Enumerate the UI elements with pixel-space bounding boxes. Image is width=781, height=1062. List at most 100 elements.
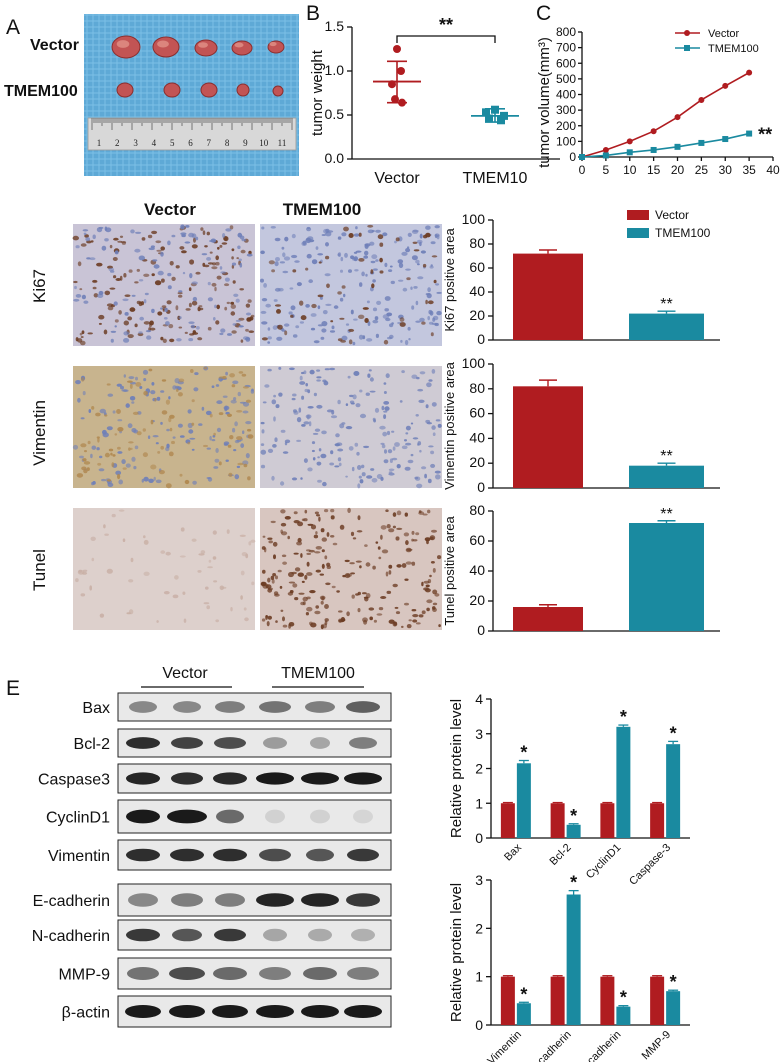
ihc-nucleus (201, 406, 205, 411)
ihc-nucleus (362, 592, 367, 595)
ihc-nucleus (317, 324, 324, 327)
ihc-nucleus (374, 316, 379, 321)
ihc-nucleus (241, 373, 247, 377)
ihc-nucleus (305, 267, 309, 271)
ihc-nucleus (326, 283, 330, 289)
bar (616, 726, 631, 838)
ihc-nucleus (72, 235, 80, 241)
ihc-nucleus (240, 443, 245, 448)
ihc-nucleus (97, 462, 102, 466)
ihc-nucleus (325, 242, 329, 247)
ruler-number: 7 (207, 138, 212, 148)
ihc-nucleus (215, 261, 220, 266)
ihc-nucleus (104, 452, 110, 458)
ihc-nucleus (425, 419, 431, 424)
ihc-nucleus (385, 571, 389, 577)
ihc-nucleus (431, 402, 437, 407)
ihc-nucleus (385, 509, 389, 512)
ihc-nucleus (338, 610, 343, 613)
ihc-nucleus (156, 396, 161, 401)
sig-annotation: ** (758, 125, 772, 145)
ihc-nucleus (237, 462, 244, 466)
ihc-nucleus (383, 382, 387, 385)
blot-row-4: Vimentin (48, 839, 392, 871)
ihc-nucleus (247, 299, 252, 303)
ihc-nucleus (230, 301, 235, 305)
ihc-nucleus (425, 293, 431, 296)
ihc-nucleus (401, 563, 407, 568)
ihc-nucleus (434, 470, 441, 474)
ihc-nucleus (374, 407, 380, 413)
ihc-nucleus (320, 336, 325, 340)
ihc-nucleus (357, 608, 361, 613)
ihc-nucleus (184, 331, 188, 334)
ihc-nucleus (221, 586, 227, 589)
ihc-nucleus (134, 445, 139, 450)
ihc-nucleus (101, 245, 107, 251)
ihc-nucleus (147, 234, 153, 239)
ihc-nucleus (381, 444, 386, 449)
ihc-nucleus (272, 444, 277, 448)
sig-annotation: * (670, 723, 677, 743)
ihc-nucleus (388, 564, 393, 569)
ihc-nucleus (87, 332, 93, 335)
ihc-nucleus (241, 238, 247, 242)
blot-label: Bax (82, 700, 110, 717)
ihc-nucleus (143, 391, 148, 396)
ihc-nucleus (419, 449, 422, 453)
ihc-nucleus (220, 271, 226, 274)
ihc-nucleus (315, 569, 321, 573)
ihc-nucleus (274, 261, 279, 267)
ihc-row-ki67: Ki67 (30, 269, 49, 303)
ihc-nucleus (280, 509, 286, 514)
ihc-nucleus (436, 291, 442, 294)
ihc-nucleus (337, 291, 342, 295)
ihc-nucleus (430, 463, 436, 468)
ihc-nucleus (363, 445, 370, 449)
ihc-nucleus (279, 585, 283, 589)
x-tick-label: 25 (695, 163, 709, 177)
ihc-nucleus (154, 398, 157, 402)
ihc-nucleus (376, 300, 382, 305)
ihc-nucleus (333, 305, 339, 309)
sig-bracket (396, 35, 496, 43)
blot-band (301, 893, 339, 907)
ihc-nucleus (281, 531, 288, 536)
ihc-nucleus (422, 513, 428, 516)
ihc-nucleus (260, 421, 265, 425)
ihc-nucleus (168, 451, 174, 457)
blot-label: Caspase3 (38, 772, 110, 789)
ihc-nucleus (225, 228, 232, 232)
ihc-nucleus (358, 232, 362, 237)
ihc-nucleus (81, 294, 86, 300)
ihc-nucleus (276, 336, 283, 341)
ihc-nucleus (324, 273, 331, 277)
ihc-nucleus (350, 572, 355, 575)
ihc-nucleus (213, 432, 216, 436)
blot-band (169, 966, 205, 981)
blot-band (126, 848, 160, 862)
ihc-nucleus (123, 331, 129, 336)
ihc-nucleus (394, 240, 397, 244)
ihc-nucleus (434, 234, 438, 239)
ihc-nucleus (139, 386, 143, 389)
ihc-nucleus (113, 301, 118, 306)
ihc-nucleus (270, 520, 276, 524)
ihc-nucleus (413, 286, 418, 289)
x-tick-label: E-cadherin (528, 1029, 574, 1062)
ihc-nucleus (185, 225, 190, 228)
ihc-nucleus (92, 234, 96, 240)
ihc-nucleus (282, 270, 289, 274)
ihc-nucleus (99, 613, 105, 618)
ihc-nucleus (279, 261, 285, 264)
ihc-nucleus (290, 314, 294, 318)
ihc-nucleus (270, 575, 275, 581)
ihc-nucleus (362, 335, 366, 340)
ihc-nucleus (160, 550, 166, 554)
ihc-nucleus (151, 230, 158, 235)
ihc-nucleus (165, 321, 170, 326)
ihc-nucleus (329, 367, 336, 371)
ihc-nucleus (246, 317, 253, 321)
ihc-nucleus (245, 312, 252, 316)
ihc-nucleus (267, 615, 272, 620)
